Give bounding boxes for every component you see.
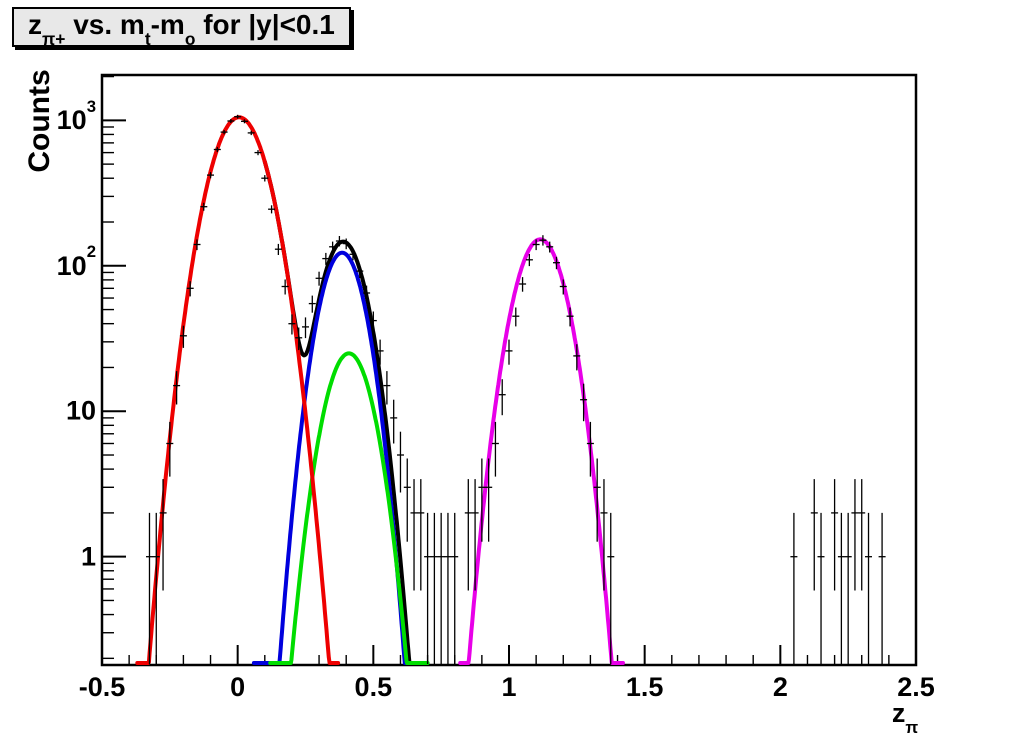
- title-text: vs. m: [65, 8, 145, 40]
- title-text: z: [891, 698, 906, 728]
- y-tick: 10: [66, 396, 96, 427]
- x-tick-label: 0: [230, 672, 246, 702]
- title-text: for |y|<0.1: [195, 8, 335, 40]
- y-tick-label: 10: [65, 395, 96, 426]
- curve-gauss-green: [268, 351, 430, 665]
- title-subscript: o: [184, 28, 196, 49]
- curve-gauss-blue: [251, 250, 422, 665]
- title-text: z: [28, 8, 42, 40]
- title-subscript: π: [905, 717, 919, 737]
- y-tick: 103: [56, 97, 96, 136]
- x-axis-title: zπ: [891, 698, 918, 737]
- x-tick-label: -0.5: [78, 672, 126, 702]
- title-subscript: π+: [42, 28, 66, 49]
- x-tick-label: 1.5: [625, 672, 664, 702]
- y-axis-title: Counts: [23, 69, 56, 173]
- plot-title-box: zπ+ vs. mt-mo for |y|<0.1: [12, 7, 351, 49]
- y-tick-label: 10: [56, 105, 87, 136]
- x-tick-label: 2.5: [897, 672, 935, 702]
- title-subscript: t: [144, 28, 151, 49]
- curve-gauss-magenta: [458, 237, 625, 665]
- data-points: [146, 114, 886, 664]
- curve-gauss-red: [135, 115, 341, 665]
- y-tick-label: 1: [80, 541, 96, 572]
- y-tick-exponent: 2: [86, 242, 96, 262]
- y-tick-label: 10: [56, 250, 87, 281]
- title-text: -m: [150, 8, 185, 40]
- x-tick-label: 1: [501, 672, 517, 702]
- y-tick: 102: [56, 242, 96, 282]
- y-tick: 1: [81, 541, 96, 572]
- plot-title: zπ+ vs. mt-mo for |y|<0.1: [28, 8, 335, 49]
- x-tick-label: 2: [772, 672, 788, 702]
- x-tick-label: 0.5: [354, 672, 393, 702]
- y-tick-exponent: 3: [86, 96, 96, 116]
